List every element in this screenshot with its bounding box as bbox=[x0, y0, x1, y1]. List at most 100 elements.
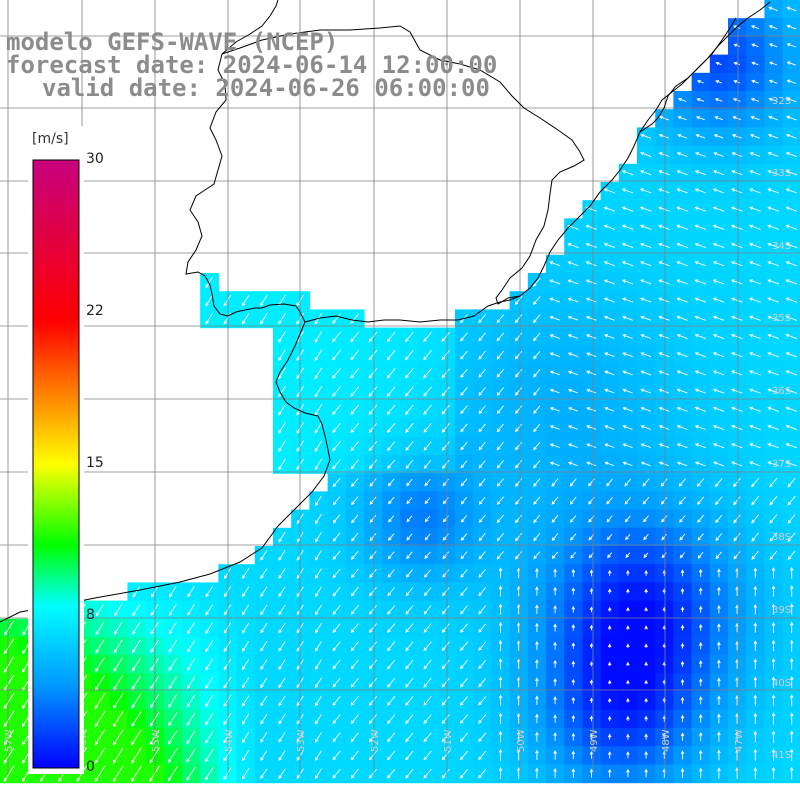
wind-arrow bbox=[186, 712, 196, 726]
wind-arrow bbox=[405, 404, 414, 415]
wind-arrow bbox=[694, 443, 706, 449]
wind-arrow bbox=[698, 623, 703, 631]
wind-arrow bbox=[478, 587, 486, 597]
wind-arrow bbox=[350, 568, 359, 579]
wind-arrow bbox=[712, 279, 725, 285]
wind-arrow bbox=[241, 731, 250, 743]
wind-arrow bbox=[697, 514, 704, 523]
wind-arrow bbox=[314, 422, 323, 434]
wind-arrow bbox=[132, 639, 141, 653]
wind-arrow bbox=[533, 533, 541, 542]
wind-arrow bbox=[694, 297, 707, 303]
wind-arrow bbox=[424, 569, 432, 578]
wind-arrow bbox=[771, 712, 776, 725]
wind-arrow bbox=[113, 621, 123, 635]
wind-arrow bbox=[242, 586, 250, 598]
wind-arrow bbox=[496, 369, 505, 378]
wind-arrow bbox=[714, 98, 723, 102]
wind-arrow bbox=[369, 533, 377, 542]
wind-arrow bbox=[769, 532, 778, 542]
wind-arrow bbox=[749, 388, 761, 394]
wind-arrow bbox=[640, 352, 652, 358]
wind-arrow bbox=[167, 766, 178, 782]
wind-arrow bbox=[332, 477, 341, 488]
wind-arrow bbox=[715, 79, 722, 84]
wind-arrow bbox=[387, 478, 395, 487]
wind-arrow bbox=[640, 388, 652, 394]
wind-arrow bbox=[351, 532, 359, 542]
wind-arrow bbox=[680, 696, 685, 704]
wind-arrow bbox=[241, 659, 250, 671]
wind-arrow bbox=[424, 551, 431, 560]
wind-arrow bbox=[223, 731, 232, 744]
wind-arrow bbox=[571, 587, 576, 595]
wind-arrow bbox=[749, 224, 761, 230]
wind-arrow bbox=[442, 551, 450, 560]
wind-arrow bbox=[586, 388, 597, 394]
wind-arrow bbox=[621, 261, 634, 267]
wind-arrow bbox=[571, 624, 576, 631]
wind-arrow bbox=[768, 6, 778, 12]
wind-arrow bbox=[571, 768, 576, 778]
wind-arrow bbox=[260, 750, 268, 761]
wind-arrow bbox=[607, 661, 612, 666]
wind-arrow bbox=[589, 642, 594, 649]
wind-arrow bbox=[314, 550, 322, 561]
wind-arrow bbox=[423, 732, 432, 743]
wind-arrow bbox=[642, 515, 649, 523]
wind-arrow bbox=[314, 768, 322, 780]
wind-arrow bbox=[678, 496, 686, 505]
wind-arrow bbox=[387, 641, 396, 652]
wind-arrow bbox=[368, 696, 378, 706]
wind-arrow bbox=[768, 115, 779, 121]
wind-arrow bbox=[496, 478, 504, 487]
wind-arrow bbox=[223, 294, 232, 307]
wind-arrow bbox=[771, 694, 776, 707]
wind-arrow bbox=[441, 441, 450, 451]
wind-arrow bbox=[698, 767, 703, 779]
colorbar-tick-0: 0 bbox=[86, 759, 95, 775]
wind-arrow bbox=[514, 532, 523, 542]
wind-arrow bbox=[640, 151, 652, 158]
wind-arrow bbox=[640, 297, 652, 303]
wind-arrow bbox=[496, 551, 504, 560]
wind-arrow bbox=[624, 478, 632, 487]
wind-arrow bbox=[697, 533, 704, 541]
wind-arrow bbox=[680, 678, 685, 686]
wind-arrow bbox=[478, 696, 487, 706]
wind-arrow bbox=[626, 697, 630, 703]
wind-arrow bbox=[278, 458, 286, 471]
wind-arrow bbox=[712, 370, 725, 376]
wind-arrow bbox=[785, 151, 797, 158]
wind-arrow bbox=[658, 406, 670, 412]
wind-arrow bbox=[350, 732, 359, 743]
wind-arrow bbox=[714, 116, 723, 121]
wind-arrow bbox=[350, 677, 359, 688]
wind-arrow bbox=[785, 315, 798, 321]
wind-arrow bbox=[712, 443, 725, 449]
wind-arrow bbox=[314, 531, 322, 543]
wind-arrow bbox=[514, 551, 523, 560]
wind-arrow bbox=[113, 693, 124, 709]
wind-arrow bbox=[549, 388, 560, 394]
wind-arrow bbox=[478, 496, 486, 505]
wind-arrow bbox=[496, 314, 505, 324]
wind-arrow bbox=[496, 405, 504, 415]
wind-arrow bbox=[332, 331, 342, 343]
wind-arrow bbox=[712, 188, 725, 194]
wind-arrow bbox=[585, 242, 597, 249]
wind-arrow bbox=[441, 605, 450, 615]
wind-arrow bbox=[332, 496, 341, 506]
wind-arrow bbox=[622, 461, 633, 467]
wind-arrow bbox=[278, 659, 286, 670]
wind-arrow bbox=[535, 731, 539, 742]
wind-arrow bbox=[314, 732, 322, 743]
wind-arrow bbox=[533, 387, 541, 396]
wind-arrow bbox=[498, 585, 503, 597]
wind-arrow bbox=[588, 478, 595, 487]
wind-arrow bbox=[498, 748, 503, 761]
wind-arrow bbox=[478, 678, 487, 688]
wind-arrow bbox=[571, 605, 576, 613]
wind-arrow bbox=[460, 605, 468, 615]
wind-arrow bbox=[368, 331, 378, 343]
